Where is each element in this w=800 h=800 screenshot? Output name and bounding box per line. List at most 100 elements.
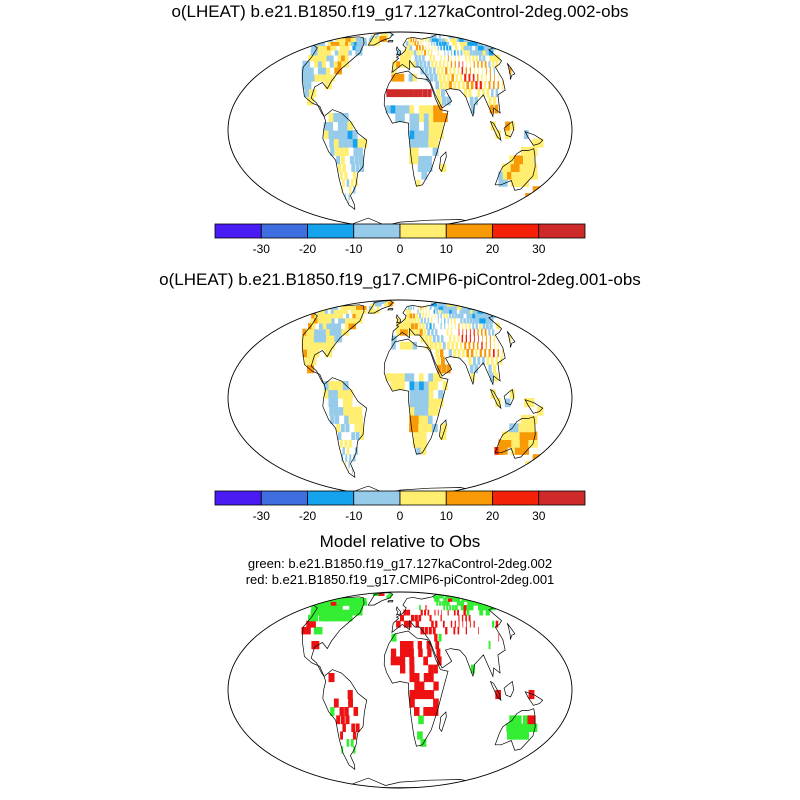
colorbar-tick-label: -10 [345,242,363,256]
coastline-newguinea [524,691,544,706]
grid-cell [395,104,401,114]
grid-cell [436,322,439,330]
grid-cell [446,328,449,336]
grid-cell [441,356,445,366]
grid-cell [417,49,420,56]
grid-cell [454,597,461,602]
grid-cell [409,364,415,374]
colorbar-tick-label: -20 [299,509,317,523]
grid-cell [434,341,438,350]
grid-cell [307,349,315,358]
grid-cell [333,121,339,131]
grid-cell [388,593,393,596]
grid-cell [425,313,427,319]
grid-cell [459,41,465,46]
grid-cell [339,601,349,606]
grid-cell [358,147,363,156]
grid-cell [414,104,420,114]
grid-cell [433,398,439,408]
grid-cell [441,49,442,56]
grid-cell [414,113,420,123]
map-comparison [227,591,573,789]
grid-cell [314,341,323,350]
grid-cell [470,349,474,358]
grid-cell [472,322,475,330]
grid-cell [423,406,430,416]
grid-cell [494,104,499,114]
grid-cell [482,88,485,98]
grid-cell [469,96,474,106]
grid-cell [340,155,345,165]
grid-cell [400,113,406,123]
grid-cell [528,431,538,440]
grid-cell [331,609,341,616]
grid-cell [437,96,442,106]
grid-cell [436,41,439,46]
grid-cell [444,81,448,90]
grid-cell [492,620,495,628]
grid-cell [415,305,417,310]
grid-cell [343,406,349,416]
grid-cell [415,60,419,68]
grid-cell [434,49,436,56]
grid-cell [524,431,533,440]
grid-cell [477,60,479,68]
grid-cell [489,54,493,62]
grid-cell [324,138,330,148]
grid-cell [415,37,417,42]
grid-cell [412,313,416,319]
grid-cell [333,605,343,611]
grid-cell [395,113,401,123]
grid-cell [462,81,465,90]
grid-cell [441,423,448,433]
grid-cell [396,328,401,336]
grid-cell [477,597,486,602]
grid-cell [395,381,401,391]
grid-cell [414,406,420,416]
grid-cell [468,54,471,62]
grid-cell [463,313,468,319]
colorbar-box [445,223,493,239]
grid-cell [414,381,420,391]
grid-cell [349,454,352,462]
grid-cell [400,349,405,358]
grid-cell [427,328,430,336]
grid-cell [338,406,344,416]
grid-cell [488,60,491,68]
grid-cell [348,698,353,708]
grid-cell [449,67,452,75]
grid-cell [428,406,434,416]
grid-cell [497,349,500,358]
grid-cell [428,313,430,319]
grid-cell [416,447,422,455]
grid-cell [445,305,450,310]
grid-cell [411,309,414,314]
grid-cell [410,49,414,56]
grid-cell [495,130,501,140]
grid-cell [324,406,330,416]
grid-cell [495,690,501,700]
grid-cell [447,73,450,82]
grid-cell [409,147,415,156]
grid-cell [436,601,439,606]
colorbar-tick-label: 20 [486,509,500,523]
grid-cell [339,707,344,716]
grid-cell [350,447,354,455]
grid-cell [357,138,363,148]
grid-cell [478,67,479,75]
grid-cell [306,620,316,628]
grid-cell [404,356,410,366]
grid-cell [444,41,447,46]
grid-cell [434,597,437,602]
grid-cell [417,731,423,740]
grid-cell [307,96,315,106]
grid-cell [412,37,415,42]
grid-cell [413,317,417,324]
grid-cell [432,147,439,156]
grid-cell [501,81,504,90]
grid-cell [405,41,409,46]
grid-cell [427,648,432,658]
grid-cell [422,54,425,62]
colorbar-tick-label: 0 [397,242,404,256]
grid-cell [414,398,420,408]
